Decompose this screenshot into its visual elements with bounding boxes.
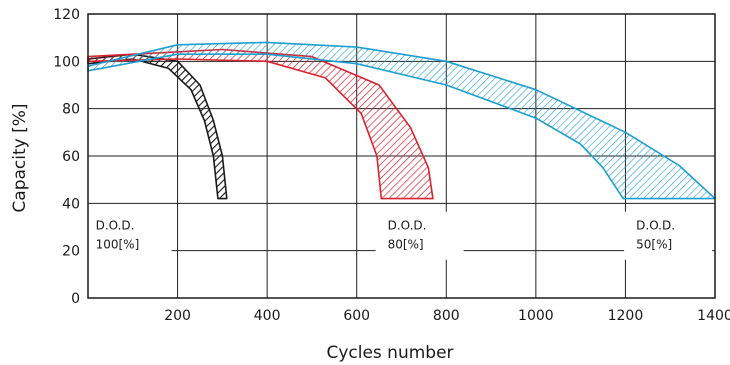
x-tick-label: 400 [254,308,281,324]
annotation-value: 100[%] [96,238,140,252]
x-tick-label: 600 [343,308,370,324]
y-tick-label: 120 [53,7,80,23]
annotation-label: D.O.D. [636,219,675,233]
x-tick-label: 200 [164,308,191,324]
x-tick-labels: 200 400 600 800 1000 1200 1400 [164,308,730,324]
annotation-value: 80[%] [388,238,424,252]
x-tick-label: 1000 [518,308,554,324]
plot-frame [87,13,716,299]
series-layer [87,41,716,200]
y-tick-label: 80 [62,102,80,118]
y-tick-label: 0 [71,291,80,307]
x-tick-label: 800 [433,308,460,324]
annotation-value: 50[%] [636,238,672,252]
annotation-box [375,211,464,260]
annotations-layer: D.O.D. 100[%] D.O.D. 80[%] D.O.D. 50[%] [83,211,713,260]
y-tick-label: 40 [62,196,80,212]
annotation-label: D.O.D. [96,219,135,233]
annotation-label: D.O.D. [388,219,427,233]
y-axis-label: Capacity [%] [10,103,30,212]
series-band [87,53,228,200]
annotation-box [624,211,713,260]
series-band [87,41,716,200]
y-tick-label: 60 [62,149,80,165]
series-band [87,48,434,200]
y-tick-label: 20 [62,244,80,260]
x-axis-label: Cycles number [326,343,453,363]
y-tick-labels: 0 20 40 60 80 100 120 [53,7,80,307]
annotation-box [83,211,172,260]
x-tick-label: 1400 [697,308,730,324]
y-tick-label: 100 [53,54,80,70]
x-tick-label: 1200 [608,308,644,324]
